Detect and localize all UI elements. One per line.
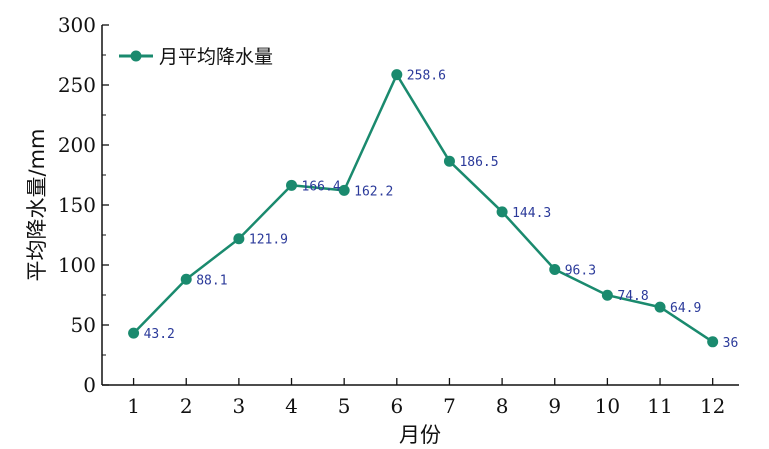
data-point	[654, 301, 666, 313]
series-line-group	[132, 73, 714, 343]
data-label: 186.5	[459, 155, 498, 170]
y-axis-ticks: 0 50 100 150 200 250 300	[58, 13, 109, 397]
data-point	[391, 69, 403, 81]
data-label: 88.1	[196, 273, 227, 288]
x-tick-label: 9	[548, 394, 561, 418]
x-tick-label: 8	[496, 394, 509, 418]
data-label: 96.3	[565, 263, 596, 278]
series-line	[132, 73, 714, 343]
x-tick-label: 11	[647, 394, 672, 418]
x-tick-label: 3	[233, 394, 246, 418]
data-point	[707, 336, 719, 348]
y-tick-label: 50	[71, 313, 96, 337]
data-label: 43.2	[144, 327, 175, 342]
data-point	[601, 289, 613, 301]
x-tick-label: 6	[390, 394, 403, 418]
data-label: 64.9	[670, 301, 701, 316]
data-label: 74.8	[617, 289, 648, 304]
data-point	[233, 233, 245, 245]
x-tick-label: 1	[127, 394, 140, 418]
data-label: 121.9	[249, 233, 288, 248]
data-point	[496, 206, 508, 218]
data-label: 36	[723, 336, 739, 351]
y-tick-label: 0	[83, 373, 96, 397]
legend-marker	[130, 50, 142, 62]
data-point	[286, 179, 298, 191]
y-tick-label: 100	[58, 253, 96, 277]
y-tick-label: 250	[58, 73, 96, 97]
x-tick-label: 12	[700, 394, 725, 418]
series-points-group	[128, 69, 719, 348]
x-tick-label: 5	[338, 394, 351, 418]
data-label: 166.4	[302, 179, 341, 194]
x-tick-label: 4	[285, 394, 298, 418]
data-label: 144.3	[512, 206, 551, 221]
x-tick-label: 7	[443, 394, 456, 418]
y-tick-label: 150	[58, 193, 96, 217]
y-tick-label: 300	[58, 13, 96, 37]
data-labels-group: 43.2 88.1 121.9 166.4 162.2 258.6 186.5 144.3 96…	[144, 69, 739, 351]
data-point	[180, 273, 192, 285]
x-axis-ticks: 1 2 3 4 5 6 7 8 9 10 11 12	[127, 378, 725, 418]
y-axis-title: 平均降水量/mm	[25, 129, 49, 282]
data-point	[549, 263, 561, 275]
data-point	[443, 155, 455, 167]
x-tick-label: 2	[180, 394, 193, 418]
x-tick-label: 10	[595, 394, 620, 418]
legend: 月平均降水量	[119, 46, 273, 68]
data-point	[128, 327, 140, 339]
data-label: 258.6	[407, 69, 446, 84]
x-axis-title: 月份	[399, 423, 441, 447]
y-tick-label: 200	[58, 133, 96, 157]
legend-label: 月平均降水量	[159, 46, 273, 68]
data-label: 162.2	[354, 184, 393, 199]
data-point	[338, 184, 350, 196]
